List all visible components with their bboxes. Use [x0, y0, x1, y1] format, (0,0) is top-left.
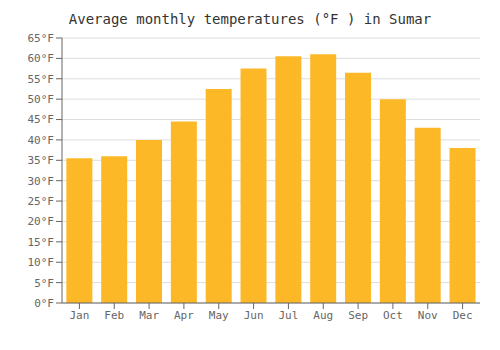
- svg-text:35°F: 35°F: [28, 154, 55, 167]
- svg-text:Sep: Sep: [348, 309, 368, 322]
- svg-text:5°F: 5°F: [34, 277, 54, 290]
- svg-text:30°F: 30°F: [28, 175, 55, 188]
- svg-text:Jun: Jun: [244, 309, 264, 322]
- svg-text:Nov: Nov: [418, 309, 438, 322]
- svg-text:Apr: Apr: [174, 309, 194, 322]
- html-text:Average monthly temperatures (: Average monthly temperatures (°F ) in Su…: [68, 11, 432, 27]
- svg-text:20°F: 20°F: [28, 215, 55, 228]
- svg-text:0°F: 0°F: [34, 297, 54, 310]
- svg-text:Mar: Mar: [139, 309, 159, 322]
- svg-text:Jan: Jan: [69, 309, 89, 322]
- svg-text:40°F: 40°F: [28, 134, 55, 147]
- svg-text:10°F: 10°F: [28, 256, 55, 269]
- svg-text:May: May: [209, 309, 229, 322]
- svg-text:25°F: 25°F: [28, 195, 55, 208]
- svg-text:60°F: 60°F: [28, 52, 55, 65]
- svg-text:45°F: 45°F: [28, 113, 55, 126]
- svg-text:Feb: Feb: [104, 309, 124, 322]
- svg-text:55°F: 55°F: [28, 73, 55, 86]
- svg-text:Oct: Oct: [383, 309, 403, 322]
- svg-text:Jul: Jul: [278, 309, 298, 322]
- svg-text:50°F: 50°F: [28, 93, 55, 106]
- svg-text:Dec: Dec: [453, 309, 473, 322]
- svg-text:65°F: 65°F: [28, 32, 55, 45]
- svg-text:15°F: 15°F: [28, 236, 55, 249]
- svg-text:Aug: Aug: [313, 309, 333, 322]
